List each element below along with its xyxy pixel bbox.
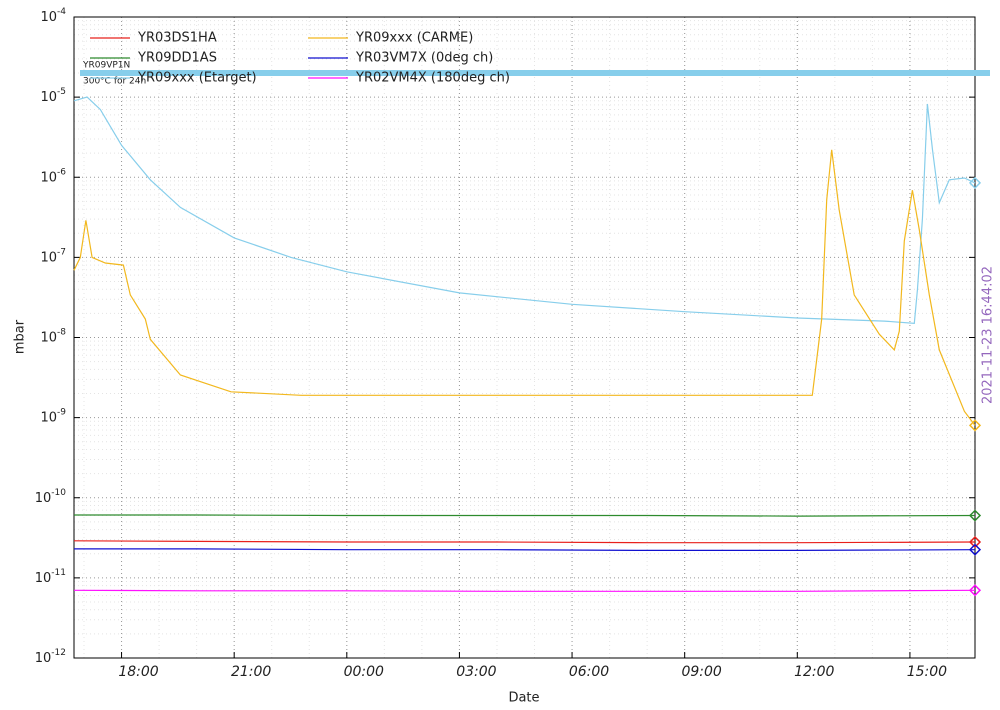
y-tick-exponent: -9 xyxy=(57,407,66,417)
series-line xyxy=(74,514,976,517)
y-tick-label: 10-8 xyxy=(40,327,66,345)
end-marker xyxy=(968,176,982,189)
x-tick-label: 06:00 xyxy=(569,664,609,680)
y-tick-base: 10 xyxy=(40,90,57,105)
y-tick-exponent: -5 xyxy=(57,87,66,97)
x-tick-label: 21:00 xyxy=(231,664,271,680)
threshold-label: YR09VP1N xyxy=(82,61,130,71)
series-line xyxy=(73,589,976,592)
x-tick-label: 00:00 xyxy=(344,664,384,680)
y-tick-label: 10-10 xyxy=(35,487,67,505)
threshold-note: 300°C for 24h xyxy=(83,77,146,87)
end-marker xyxy=(968,543,982,556)
y-tick-label: 10-11 xyxy=(35,567,66,585)
end-marker xyxy=(968,509,982,522)
series-line xyxy=(73,540,976,544)
y-tick-base: 10 xyxy=(35,570,52,585)
y-tick-exponent: -7 xyxy=(57,247,66,257)
x-tick-label: 12:00 xyxy=(794,664,834,680)
y-tick-label: 10-6 xyxy=(40,167,66,185)
y-tick-exponent: -8 xyxy=(57,327,66,337)
y-tick-base: 10 xyxy=(40,330,57,345)
y-tick-exponent: -10 xyxy=(51,487,66,497)
legend-label: YR09xxx (CARME) xyxy=(355,31,473,46)
y-tick-label: 10-7 xyxy=(40,247,66,265)
x-tick-label: 09:00 xyxy=(681,664,721,680)
legend-label: YR03VM7X (0deg ch) xyxy=(355,51,493,66)
end-marker xyxy=(968,584,982,597)
end-marker xyxy=(968,419,982,432)
legend-label: YR09DD1AS xyxy=(137,51,217,66)
y-tick-base: 10 xyxy=(40,410,57,425)
y-tick-base: 10 xyxy=(40,170,57,185)
y-tick-exponent: -6 xyxy=(57,167,66,177)
y-tick-label: 10-12 xyxy=(35,648,66,666)
y-tick-label: 10-4 xyxy=(40,7,66,25)
legend-label: YR03DS1HA xyxy=(137,31,217,46)
y-tick-label: 10-5 xyxy=(40,87,66,105)
x-tick-label: 18:00 xyxy=(118,664,158,680)
y-tick-exponent: -4 xyxy=(57,7,66,17)
y-tick-base: 10 xyxy=(35,490,52,505)
timestamp: 2021-11-23 16:44:02 xyxy=(981,266,996,404)
y-tick-base: 10 xyxy=(40,250,57,265)
y-tick-base: 10 xyxy=(35,651,52,666)
y-tick-exponent: -11 xyxy=(51,567,66,577)
legend-label: YR09xxx (Etarget) xyxy=(137,71,257,86)
legend-label: YR02VM4X (180deg ch) xyxy=(355,71,510,86)
y-tick-exponent: -12 xyxy=(51,648,66,658)
x-tick-label: 15:00 xyxy=(907,664,947,680)
series-line xyxy=(73,96,976,325)
y-tick-label: 10-9 xyxy=(40,407,66,425)
y-axis-label: mbar xyxy=(13,319,28,354)
series-line xyxy=(73,149,976,426)
y-tick-base: 10 xyxy=(40,10,57,25)
x-tick-label: 03:00 xyxy=(456,664,496,680)
x-axis-label: Date xyxy=(508,691,539,706)
series-line xyxy=(74,548,976,551)
plot-frame xyxy=(73,16,976,659)
